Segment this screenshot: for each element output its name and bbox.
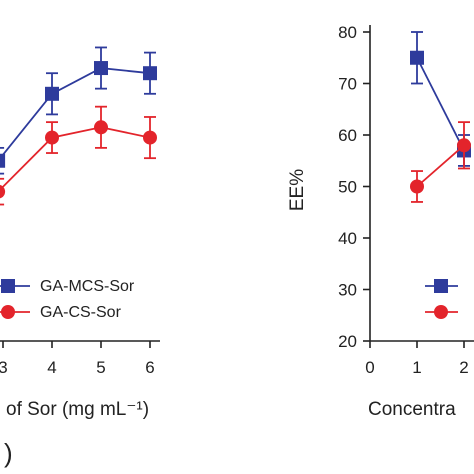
data-point-ga-mcs-sor: [45, 86, 59, 101]
y-tick-label: 20: [338, 332, 357, 351]
y-tick-label: 70: [338, 75, 357, 94]
data-point-ga-cs-sor: [45, 130, 59, 145]
left-panel-legend: GA-MCS-Sor GA-CS-Sor: [0, 278, 135, 321]
x-tick-label: 6: [145, 358, 154, 377]
series-line-series-2: [416, 144, 465, 188]
x-tick-label: 0: [365, 358, 374, 377]
data-point-series-2: [410, 179, 424, 194]
x-tick-label: 4: [47, 358, 56, 377]
x-tick-label: 5: [96, 358, 105, 377]
y-tick-label: 40: [338, 229, 357, 248]
legend-label-ga-mcs-sor: GA-MCS-Sor: [40, 278, 135, 295]
right-panel-axes: 20 30 40 50 60 70 80 0 1 2: [338, 23, 474, 377]
data-point-ga-cs-sor: [0, 184, 6, 199]
left-panel-series: [0, 46, 157, 206]
legend-marker-ga-mcs-sor: [1, 279, 15, 293]
y-tick-label: 60: [338, 126, 357, 145]
y-tick-label: 50: [338, 178, 357, 197]
data-point-series-1: [410, 50, 424, 65]
panel-label: ): [4, 438, 13, 468]
y-tick-label: 30: [338, 281, 357, 300]
series-line-series-1: [416, 57, 465, 151]
left-panel-x-axis-title: of Sor (mg mL⁻¹): [6, 399, 149, 420]
right-panel-x-axis-title: Concentra: [368, 399, 456, 420]
x-tick-label: 2: [459, 358, 468, 377]
data-point-ga-mcs-sor: [143, 66, 157, 81]
right-panel-series: [410, 31, 471, 203]
x-tick-label: 1: [412, 358, 421, 377]
right-panel-legend: [425, 279, 458, 319]
legend-label-ga-cs-sor: GA-CS-Sor: [40, 304, 122, 321]
data-point-ga-mcs-sor: [0, 153, 6, 168]
data-point-ga-cs-sor: [143, 130, 157, 145]
x-tick-label: 3: [0, 358, 8, 377]
data-point-series-2: [457, 138, 471, 153]
right-panel-y-axis-title: EE%: [287, 169, 308, 211]
series-line-ga-cs-sor: [0, 126, 151, 192]
left-panel-x-axis: 3 4 5 6: [0, 340, 160, 377]
right-panel: 20 30 40 50 60 70 80 0 1 2 EE% Concentra: [287, 23, 474, 420]
data-point-ga-cs-sor: [94, 120, 108, 135]
left-panel: 3 4 5 6 GA-MCS-Sor GA-CS-Sor of Sor (mg mL⁻…: [0, 46, 160, 468]
data-point-ga-mcs-sor: [94, 61, 108, 76]
y-tick-label: 80: [338, 23, 357, 42]
legend-marker-ga-cs-sor: [1, 305, 15, 319]
series-line-ga-mcs-sor: [0, 67, 151, 160]
legend-marker-series-2: [434, 305, 448, 319]
legend-marker-series-1: [434, 279, 448, 293]
